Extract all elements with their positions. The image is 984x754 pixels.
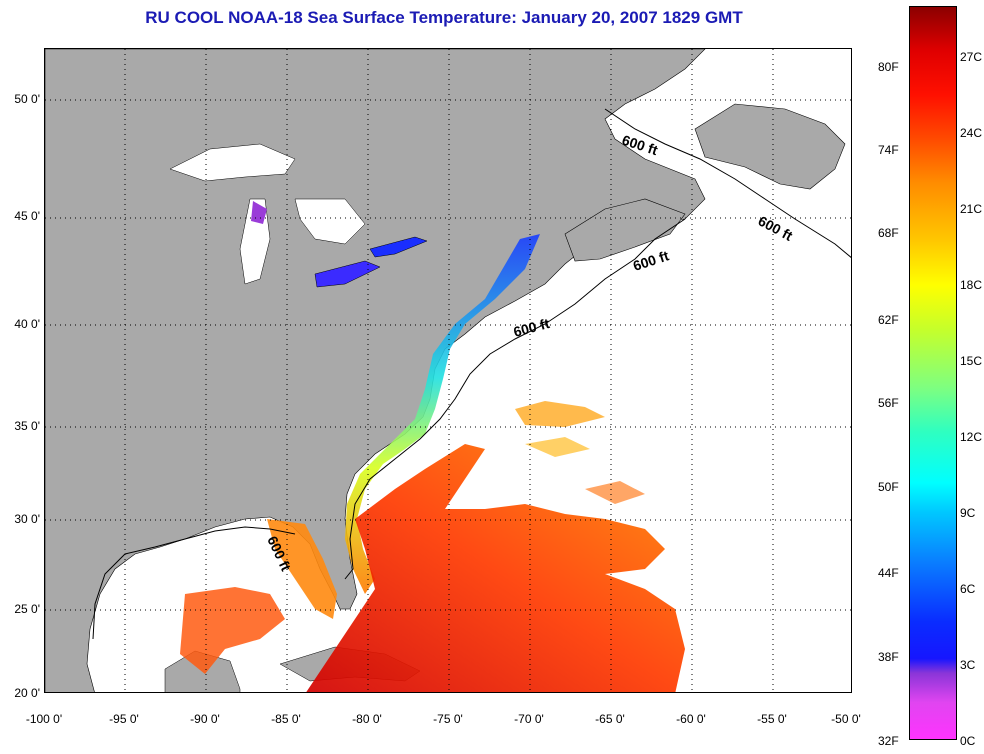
colorbar-c-9: 9C [960, 506, 976, 520]
colorbar-f-68: 68F [878, 226, 899, 240]
lon-label-55: -55 0' [757, 712, 787, 726]
sst-scattered-patches [515, 401, 605, 427]
colorbar-f-56: 56F [878, 396, 899, 410]
lon-label-90: -90 0' [190, 712, 220, 726]
newfoundland-land [694, 103, 846, 190]
colorbar-f-38: 38F [878, 650, 899, 664]
nova-scotia-land [564, 198, 686, 262]
colorbar-c-21: 21C [960, 202, 983, 216]
colorbar-f-32: 32F [878, 734, 899, 748]
lon-label-65: -65 0' [595, 712, 625, 726]
colorbar-c-0: 0C [960, 734, 976, 748]
colorbar-c-3: 3C [960, 658, 976, 672]
lake-superior [169, 143, 296, 182]
lon-label-75: -75 0' [433, 712, 463, 726]
sst-scattered-patches-3 [585, 481, 645, 504]
lon-label-60: -60 0' [676, 712, 706, 726]
colorbar-c-15: 15C [960, 354, 983, 368]
lat-label-40: 40 0' [14, 317, 40, 331]
lat-label-45: 45 0' [14, 209, 40, 223]
map-title: RU COOL NOAA-18 Sea Surface Temperature:… [145, 8, 743, 27]
lon-label-80: -80 0' [352, 712, 382, 726]
map-canvas: 600 ft 600 ft 600 ft 600 ft 600 ft [45, 49, 851, 692]
bathymetry-600ft-contour [92, 108, 851, 640]
lon-label-95: -95 0' [109, 712, 139, 726]
colorbar-f-50: 50F [878, 480, 899, 494]
sst-scattered-patches-2 [525, 437, 590, 457]
colorbar-c-27: 27C [960, 50, 983, 64]
lon-label-100: -100 0' [25, 712, 63, 726]
temperature-colorbar [909, 6, 957, 740]
lake-huron [294, 198, 366, 245]
colorbar-c-12: 12C [960, 430, 983, 444]
colorbar-f-44: 44F [878, 566, 899, 580]
sst-coastal-band [345, 234, 540, 594]
colorbar-f-62: 62F [878, 313, 899, 327]
sst-gulf-shelf [267, 519, 337, 619]
sst-map: 600 ft 600 ft 600 ft 600 ft 600 ft [44, 48, 852, 693]
lat-label-20: 20 0' [14, 686, 40, 700]
lon-label-50: -50 0' [831, 712, 861, 726]
lake-ontario [369, 236, 428, 258]
lake-erie [314, 260, 381, 288]
lon-label-85: -85 0' [271, 712, 301, 726]
lon-label-70: -70 0' [514, 712, 544, 726]
colorbar-c-18: 18C [960, 278, 983, 292]
lat-label-50: 50 0' [14, 92, 40, 106]
north-america-land [45, 49, 706, 692]
lat-label-30: 30 0' [14, 512, 40, 526]
colorbar-f-80: 80F [878, 60, 899, 74]
colorbar-c-24: 24C [960, 126, 983, 140]
lat-label-25: 25 0' [14, 602, 40, 616]
lat-label-35: 35 0' [14, 419, 40, 433]
colorbar-c-6: 6C [960, 582, 976, 596]
sst-gulf-stream [306, 444, 685, 692]
colorbar-f-74: 74F [878, 143, 899, 157]
sst-gulf-west [180, 587, 285, 674]
